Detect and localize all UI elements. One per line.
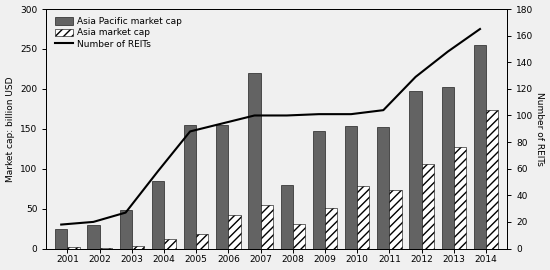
Bar — [474, 45, 486, 248]
Bar — [313, 131, 325, 248]
Bar — [293, 224, 305, 248]
Bar — [454, 147, 466, 248]
Bar — [409, 91, 422, 248]
Bar — [377, 127, 389, 248]
Bar — [55, 228, 67, 248]
Number of REITs — [316, 113, 322, 116]
Bar — [228, 215, 241, 248]
Number of REITs — [187, 130, 194, 133]
Bar — [358, 186, 370, 248]
Line: Number of REITs: Number of REITs — [61, 29, 480, 225]
Bar — [486, 110, 498, 248]
Number of REITs — [90, 220, 97, 224]
Bar — [389, 190, 402, 248]
Y-axis label: Number of REITs: Number of REITs — [536, 92, 544, 166]
Number of REITs — [155, 170, 161, 173]
Number of REITs — [122, 211, 129, 214]
Bar — [249, 73, 261, 248]
Number of REITs — [412, 75, 419, 79]
Number of REITs — [477, 27, 483, 31]
Legend: Asia Pacific market cap, Asia market cap, Number of REITs: Asia Pacific market cap, Asia market cap… — [51, 14, 185, 52]
Bar — [164, 239, 176, 248]
Bar — [196, 234, 208, 248]
Bar — [119, 210, 132, 248]
Bar — [325, 208, 337, 248]
Bar — [422, 164, 434, 248]
Number of REITs — [444, 50, 451, 53]
Bar — [280, 185, 293, 248]
Number of REITs — [380, 109, 387, 112]
Number of REITs — [283, 114, 290, 117]
Number of REITs — [219, 122, 225, 125]
Bar — [87, 225, 100, 248]
Bar — [216, 125, 228, 248]
Bar — [67, 247, 80, 248]
Bar — [184, 125, 196, 248]
Bar — [261, 205, 273, 248]
Y-axis label: Market cap: billion USD: Market cap: billion USD — [6, 76, 14, 181]
Bar — [345, 126, 358, 248]
Bar — [152, 181, 164, 248]
Number of REITs — [348, 113, 354, 116]
Number of REITs — [251, 114, 258, 117]
Bar — [132, 246, 144, 248]
Number of REITs — [58, 223, 64, 226]
Bar — [442, 87, 454, 248]
